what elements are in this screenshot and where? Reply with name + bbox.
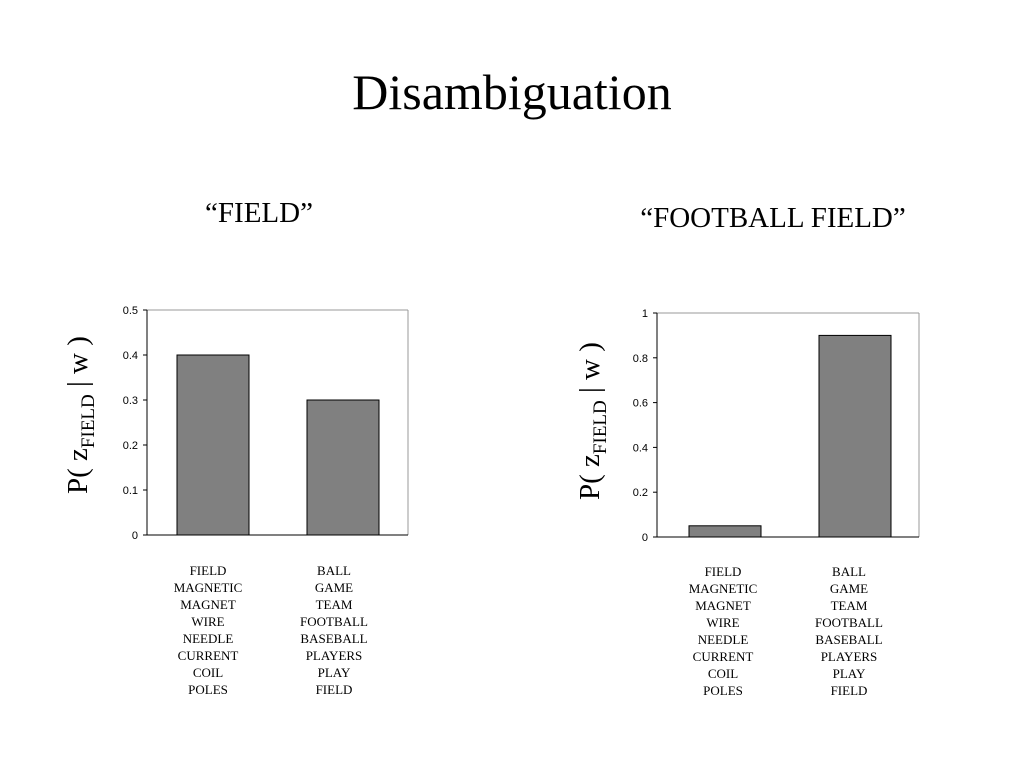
category-word: TEAM <box>315 597 353 612</box>
plot-area: 0 0.2 0.4 0.6 0.8 1 <box>633 308 920 544</box>
slide-title: Disambiguation <box>352 64 672 120</box>
y-tick-label: 0.6 <box>633 398 648 410</box>
y-tick-label: 0.3 <box>123 395 138 407</box>
y-axis-label: P( zFIELD | w ) <box>574 342 611 500</box>
category-word: WIRE <box>706 615 740 630</box>
category-word: NEEDLE <box>182 631 234 646</box>
category-word: FIELD <box>830 683 868 698</box>
y-tick-label: 0 <box>132 530 138 542</box>
category-word: FIELD <box>189 563 227 578</box>
category-word: GAME <box>829 581 869 596</box>
y-axis-label: P( zFIELD | w ) <box>62 336 99 494</box>
category-word: BASEBALL <box>815 632 883 647</box>
y-tick-label: 0.4 <box>633 442 648 454</box>
category-word: WIRE <box>191 614 225 629</box>
chart-title: “FOOTBALL FIELD” <box>640 202 906 234</box>
plot-area: 0 0.1 0.2 0.3 0.4 0.5 <box>123 305 409 542</box>
y-tick-label: 0.2 <box>633 487 648 499</box>
bar <box>688 525 762 538</box>
y-tick-label: 0.8 <box>633 353 648 365</box>
category-word: MAGNETIC <box>688 581 758 596</box>
category-word: FIELD <box>315 682 353 697</box>
category-word: TEAM <box>830 598 868 613</box>
category-word: BALL <box>317 563 351 578</box>
category-word: FOOTBALL <box>815 615 883 630</box>
bar <box>306 399 380 536</box>
category-word: PLAY <box>317 665 351 680</box>
category-word: MAGNET <box>180 597 236 612</box>
category-word-list: BALL GAME TEAM FOOTBALL BASEBALL PLAYERS PLAY F… <box>815 563 883 699</box>
category-word: POLES <box>188 682 228 697</box>
category-word-list: FIELD MAGNETIC MAGNET WIRE NEEDLE CURRENT COIL… <box>174 562 243 698</box>
category-word: FIELD <box>704 564 742 579</box>
category-word: CURRENT <box>177 648 239 663</box>
category-word: POLES <box>703 683 743 698</box>
bar <box>176 354 250 536</box>
category-word: COIL <box>192 665 224 680</box>
category-word: NEEDLE <box>697 632 749 647</box>
category-word: MAGNET <box>695 598 751 613</box>
y-tick-label: 0.4 <box>123 350 138 362</box>
y-tick-label: 0.5 <box>123 305 138 317</box>
y-tick-label: 0 <box>642 532 648 544</box>
y-tick-label: 0.1 <box>123 485 138 497</box>
y-tick-label: 0.2 <box>123 440 138 452</box>
category-word: CURRENT <box>692 649 754 664</box>
category-word: COIL <box>707 666 739 681</box>
y-tick-label: 1 <box>642 308 648 320</box>
category-word: PLAY <box>832 666 866 681</box>
category-word: MAGNETIC <box>173 580 243 595</box>
bar <box>818 334 892 538</box>
chart-title: “FIELD” <box>205 197 313 229</box>
category-word: PLAYERS <box>305 648 363 663</box>
category-word: BASEBALL <box>300 631 368 646</box>
category-word-list: BALL GAME TEAM FOOTBALL BASEBALL PLAYERS PLAY F… <box>300 562 368 698</box>
category-word-list: FIELD MAGNETIC MAGNET WIRE NEEDLE CURRENT COIL… <box>689 563 758 699</box>
category-word: BALL <box>832 564 866 579</box>
category-word: FOOTBALL <box>300 614 368 629</box>
category-word: GAME <box>314 580 354 595</box>
category-word: PLAYERS <box>820 649 878 664</box>
